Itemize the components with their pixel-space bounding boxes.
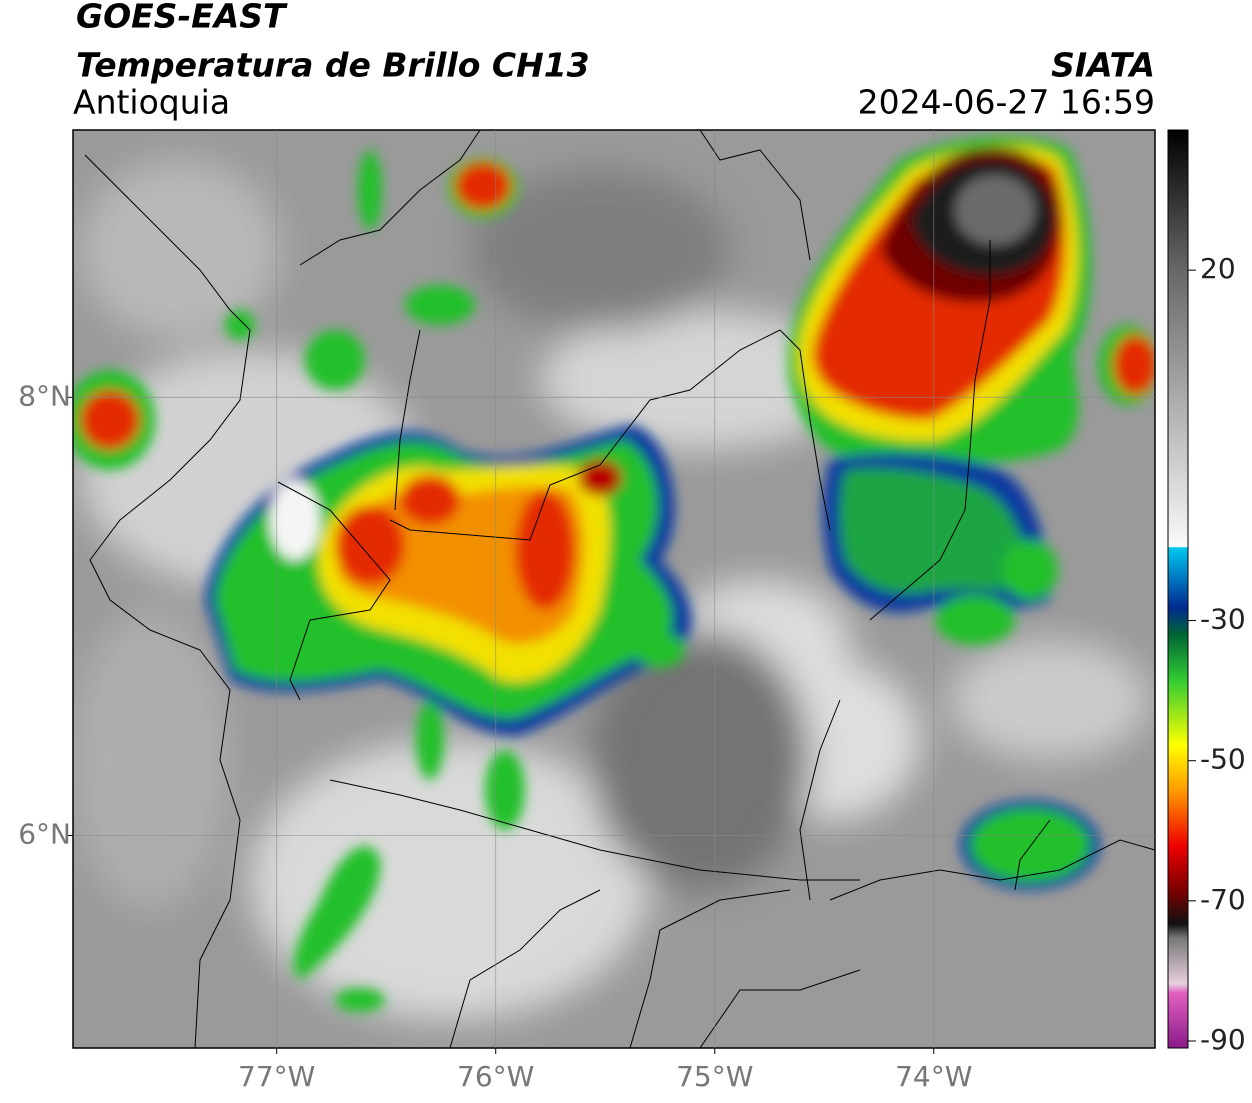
x-tick-label: 75°W — [676, 1060, 753, 1093]
x-tick-label: 76°W — [457, 1060, 534, 1093]
colorbar-tick-label: -50 — [1200, 743, 1246, 776]
title: GOES-EAST — [76, 0, 288, 36]
x-tick-label: 74°W — [895, 1060, 972, 1093]
map-frame — [72, 129, 1156, 1049]
colorbar — [1167, 129, 1189, 1049]
satellite-image — [73, 130, 1155, 1048]
y-tick-label: 8°N — [18, 379, 71, 412]
datetime: 2024-06-27 16:59 — [858, 83, 1155, 122]
colorbar-tick-label: -90 — [1200, 1023, 1246, 1056]
colorbar-tick-label: 20 — [1200, 252, 1236, 285]
colorbar-tick-label: -70 — [1200, 883, 1246, 916]
colorbar-tick-label: -30 — [1200, 603, 1246, 636]
region: Antioquia — [73, 83, 230, 122]
y-tick-label: 6°N — [18, 817, 71, 850]
subtitle: Temperatura de Brillo CH13 — [76, 46, 590, 85]
x-tick-label: 77°W — [238, 1060, 315, 1093]
source: SIATA — [1051, 46, 1155, 85]
